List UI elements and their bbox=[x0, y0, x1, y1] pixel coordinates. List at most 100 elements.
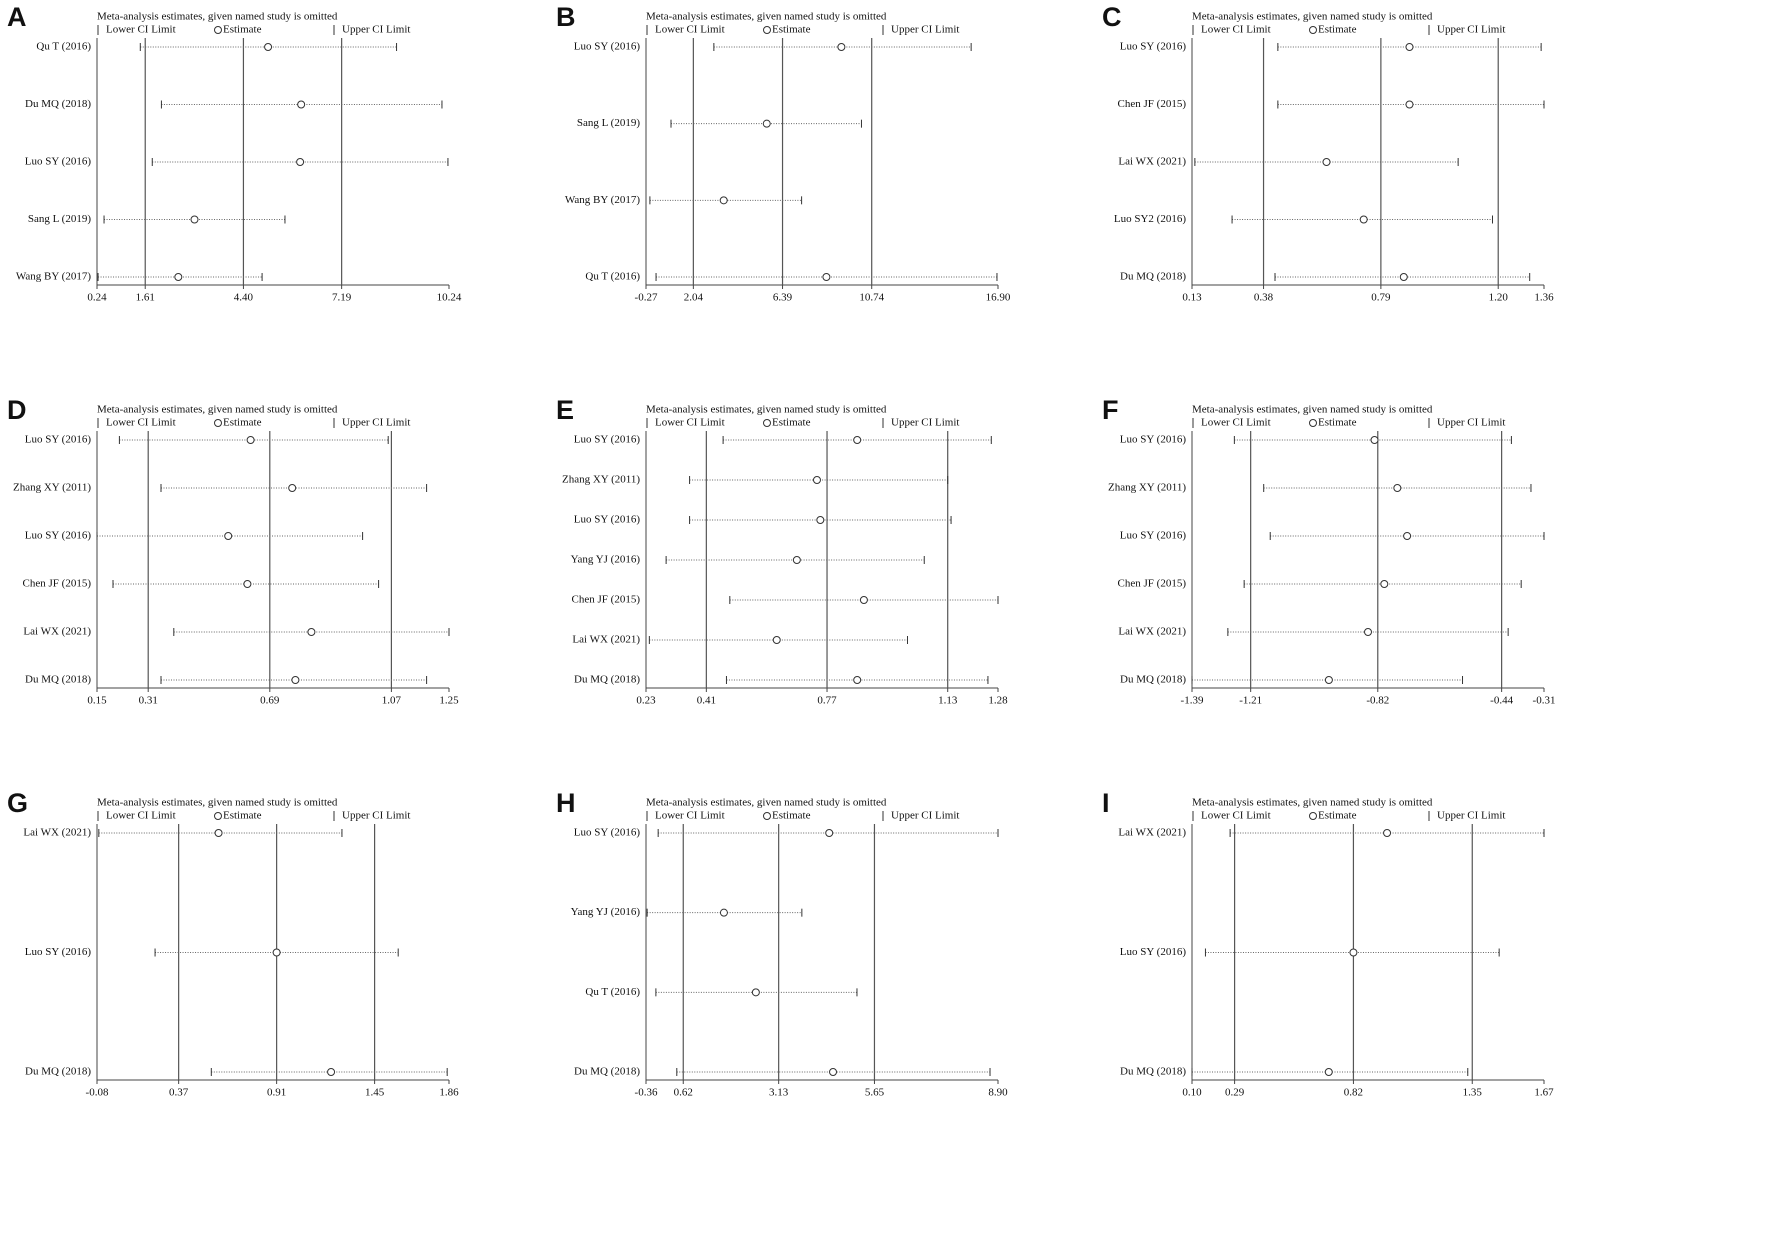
estimate bbox=[190, 215, 199, 224]
legend-label: Estimate bbox=[772, 810, 811, 822]
estimate bbox=[246, 436, 255, 444]
x-tick-label: 1.07 bbox=[382, 695, 402, 707]
study-label: Luo SY (2016) bbox=[25, 946, 92, 958]
estimate bbox=[1403, 532, 1412, 540]
x-tick-label: 1.86 bbox=[439, 1087, 459, 1099]
legend-label: Estimate bbox=[772, 24, 811, 36]
legend-label: Upper CI Limit bbox=[1437, 810, 1505, 822]
legend-symbol bbox=[763, 812, 771, 820]
x-tick-label: 0.91 bbox=[267, 1087, 286, 1099]
study-label: Chen JF (2015) bbox=[1118, 98, 1187, 110]
x-tick-label: 1.20 bbox=[1489, 292, 1509, 304]
legend-label: Lower CI Limit bbox=[1201, 24, 1271, 36]
panel-label: B bbox=[556, 2, 576, 32]
estimate bbox=[762, 119, 771, 128]
x-tick-label: -0.31 bbox=[1533, 695, 1556, 707]
estimate bbox=[214, 829, 223, 837]
x-tick-label: 0.13 bbox=[1182, 292, 1202, 304]
x-tick-label: 2.04 bbox=[684, 292, 704, 304]
study-label: Zhang XY (2011) bbox=[13, 482, 91, 494]
x-tick-label: 0.31 bbox=[139, 695, 158, 707]
study-label: Luo SY (2016) bbox=[574, 434, 641, 446]
x-tick-label: -0.27 bbox=[635, 292, 658, 304]
legend-label: Upper CI Limit bbox=[891, 24, 959, 36]
study-label: Luo SY (2016) bbox=[1120, 946, 1187, 958]
estimate bbox=[719, 196, 728, 205]
study-label: Yang YJ (2016) bbox=[571, 906, 641, 918]
legend-label: Upper CI Limit bbox=[891, 417, 959, 429]
estimate bbox=[859, 596, 868, 604]
study-label: Sang L (2019) bbox=[577, 117, 640, 129]
panel-label: H bbox=[556, 788, 576, 818]
x-tick-label: -0.44 bbox=[1490, 695, 1513, 707]
x-tick-label: -0.82 bbox=[1366, 695, 1389, 707]
estimate bbox=[297, 100, 306, 109]
plot-title: Meta-analysis estimates, given named stu… bbox=[1192, 797, 1433, 809]
plot-title: Meta-analysis estimates, given named stu… bbox=[97, 797, 338, 809]
study-label: Lai WX (2021) bbox=[1118, 156, 1186, 168]
legend-label: Estimate bbox=[772, 417, 811, 429]
panel-label: F bbox=[1102, 395, 1119, 425]
legend-symbol bbox=[763, 419, 771, 427]
x-tick-label: 0.41 bbox=[697, 695, 716, 707]
x-tick-label: 0.69 bbox=[260, 695, 280, 707]
legend-symbol bbox=[1309, 812, 1317, 820]
x-tick-label: 4.40 bbox=[234, 292, 254, 304]
estimate bbox=[1383, 829, 1392, 837]
estimate bbox=[1380, 580, 1389, 588]
plot-title: Meta-analysis estimates, given named stu… bbox=[646, 797, 887, 809]
x-tick-label: 0.38 bbox=[1254, 292, 1274, 304]
x-tick-label: 1.28 bbox=[988, 695, 1008, 707]
legend-label: Estimate bbox=[1318, 417, 1357, 429]
estimate bbox=[822, 273, 831, 281]
study-label: Du MQ (2018) bbox=[25, 674, 91, 686]
legend-label: Lower CI Limit bbox=[106, 810, 176, 822]
estimate bbox=[1399, 273, 1408, 281]
study-label: Lai WX (2021) bbox=[1118, 626, 1186, 638]
legend-symbol bbox=[214, 812, 222, 820]
study-label: Du MQ (2018) bbox=[1120, 674, 1186, 686]
study-label: Luo SY (2016) bbox=[25, 434, 92, 446]
study-label: Luo SY (2016) bbox=[1120, 530, 1187, 542]
x-tick-label: 10.24 bbox=[437, 292, 462, 304]
estimate bbox=[1359, 215, 1368, 224]
panel-label: C bbox=[1102, 2, 1122, 32]
legend-label: Lower CI Limit bbox=[1201, 417, 1271, 429]
panel-label: E bbox=[556, 395, 574, 425]
study-label: Wang BY (2017) bbox=[565, 194, 640, 206]
x-tick-label: 0.10 bbox=[1182, 1087, 1202, 1099]
study-label: Du MQ (2018) bbox=[574, 674, 640, 686]
study-label: Yang YJ (2016) bbox=[571, 554, 641, 566]
estimate bbox=[719, 908, 728, 917]
legend-label: Upper CI Limit bbox=[891, 810, 959, 822]
plot-title: Meta-analysis estimates, given named stu… bbox=[97, 11, 338, 23]
legend-label: Lower CI Limit bbox=[655, 810, 725, 822]
estimate bbox=[772, 636, 781, 644]
legend-label: Upper CI Limit bbox=[342, 24, 410, 36]
study-label: Wang BY (2017) bbox=[16, 271, 91, 283]
x-tick-label: 10.74 bbox=[859, 292, 884, 304]
panel-label: D bbox=[7, 395, 27, 425]
panel-label: I bbox=[1102, 788, 1110, 818]
estimate bbox=[1324, 676, 1333, 684]
estimate bbox=[224, 532, 233, 540]
x-tick-label: 3.13 bbox=[769, 1087, 789, 1099]
estimate bbox=[853, 676, 862, 684]
study-label: Qu T (2016) bbox=[585, 986, 640, 998]
estimate bbox=[837, 43, 846, 51]
estimate bbox=[291, 676, 300, 684]
estimate bbox=[1370, 436, 1379, 444]
legend-symbol bbox=[763, 26, 771, 34]
x-tick-label: 1.25 bbox=[439, 695, 459, 707]
estimate bbox=[1324, 1068, 1333, 1076]
estimate bbox=[264, 43, 273, 51]
study-label: Luo SY (2016) bbox=[1120, 41, 1187, 53]
panel-label: G bbox=[7, 788, 28, 818]
legend-label: Estimate bbox=[223, 417, 262, 429]
plot-title: Meta-analysis estimates, given named stu… bbox=[646, 11, 887, 23]
x-tick-label: 6.39 bbox=[773, 292, 793, 304]
x-tick-label: -1.39 bbox=[1181, 695, 1204, 707]
study-label: Lai WX (2021) bbox=[23, 626, 91, 638]
legend-label: Estimate bbox=[1318, 810, 1357, 822]
